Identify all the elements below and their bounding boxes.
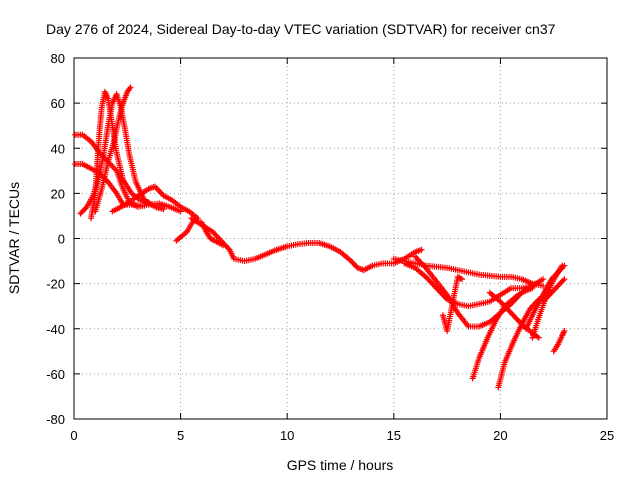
x-tick-label: 5 bbox=[177, 428, 184, 443]
data-point bbox=[82, 205, 89, 212]
data-points bbox=[72, 84, 568, 391]
data-point bbox=[533, 280, 540, 287]
x-tick-label: 20 bbox=[493, 428, 507, 443]
grid-lines bbox=[74, 58, 607, 419]
data-point bbox=[535, 334, 542, 341]
chart-title: Day 276 of 2024, Sidereal Day-to-day VTE… bbox=[46, 21, 556, 37]
y-tick-label: 0 bbox=[58, 232, 65, 247]
axis-ticks: 0 5 10 15 20 25 80 60 40 20 0 -20 -40 -60 -80 bbox=[46, 51, 614, 443]
x-tick-label: 0 bbox=[70, 428, 77, 443]
data-point bbox=[160, 206, 167, 213]
y-tick-label: 60 bbox=[51, 96, 65, 111]
y-tick-label: -60 bbox=[46, 367, 65, 382]
data-point bbox=[561, 262, 568, 269]
y-tick-label: -20 bbox=[46, 277, 65, 292]
y-tick-label: 40 bbox=[51, 141, 65, 156]
data-point bbox=[145, 199, 152, 206]
data-point bbox=[459, 276, 466, 283]
y-axis-label: SDTVAR / TECUs bbox=[6, 182, 22, 294]
x-axis-label: GPS time / hours bbox=[287, 457, 394, 473]
data-point bbox=[561, 276, 568, 283]
data-point bbox=[225, 245, 232, 252]
y-tick-label: -80 bbox=[46, 412, 65, 427]
x-tick-label: 10 bbox=[280, 428, 294, 443]
data-point bbox=[561, 328, 568, 335]
data-point bbox=[540, 276, 547, 283]
plot-frame bbox=[73, 57, 608, 420]
y-tick-label: 20 bbox=[51, 186, 65, 201]
data-point bbox=[141, 202, 148, 209]
data-point bbox=[418, 246, 425, 253]
x-tick-label: 25 bbox=[600, 428, 614, 443]
y-tick-label: -40 bbox=[46, 322, 65, 337]
y-tick-label: 80 bbox=[51, 51, 65, 66]
x-tick-label: 15 bbox=[387, 428, 401, 443]
data-point bbox=[127, 84, 134, 91]
